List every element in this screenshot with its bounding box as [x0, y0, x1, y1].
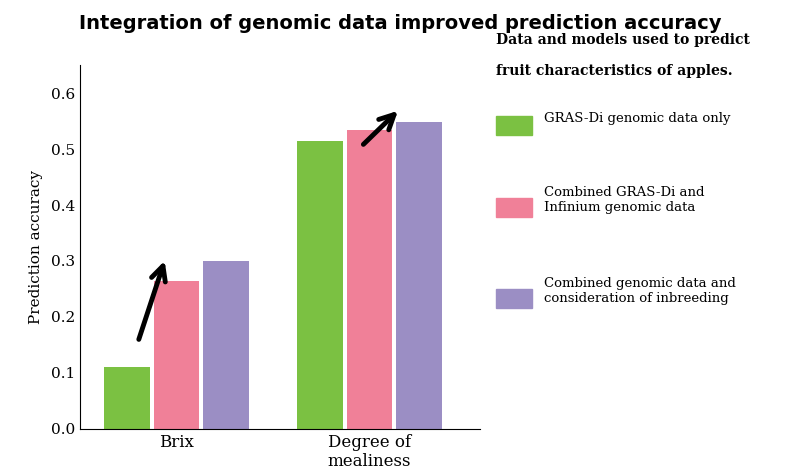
Text: Combined genomic data and
consideration of inbreeding: Combined genomic data and consideration …: [544, 277, 736, 305]
Bar: [104, 367, 150, 429]
Bar: [347, 130, 393, 429]
Text: Integration of genomic data improved prediction accuracy: Integration of genomic data improved pre…: [78, 14, 722, 33]
Text: GRAS-Di genomic data only: GRAS-Di genomic data only: [544, 112, 730, 125]
Bar: [154, 281, 199, 429]
Text: fruit characteristics of apples.: fruit characteristics of apples.: [496, 64, 733, 78]
Text: Data and models used to predict: Data and models used to predict: [496, 33, 750, 47]
Y-axis label: Prediction accuracy: Prediction accuracy: [29, 170, 42, 324]
Bar: [203, 261, 249, 429]
Bar: [397, 122, 442, 429]
Text: Combined GRAS-Di and
Infinium genomic data: Combined GRAS-Di and Infinium genomic da…: [544, 186, 705, 214]
Bar: [297, 141, 343, 429]
